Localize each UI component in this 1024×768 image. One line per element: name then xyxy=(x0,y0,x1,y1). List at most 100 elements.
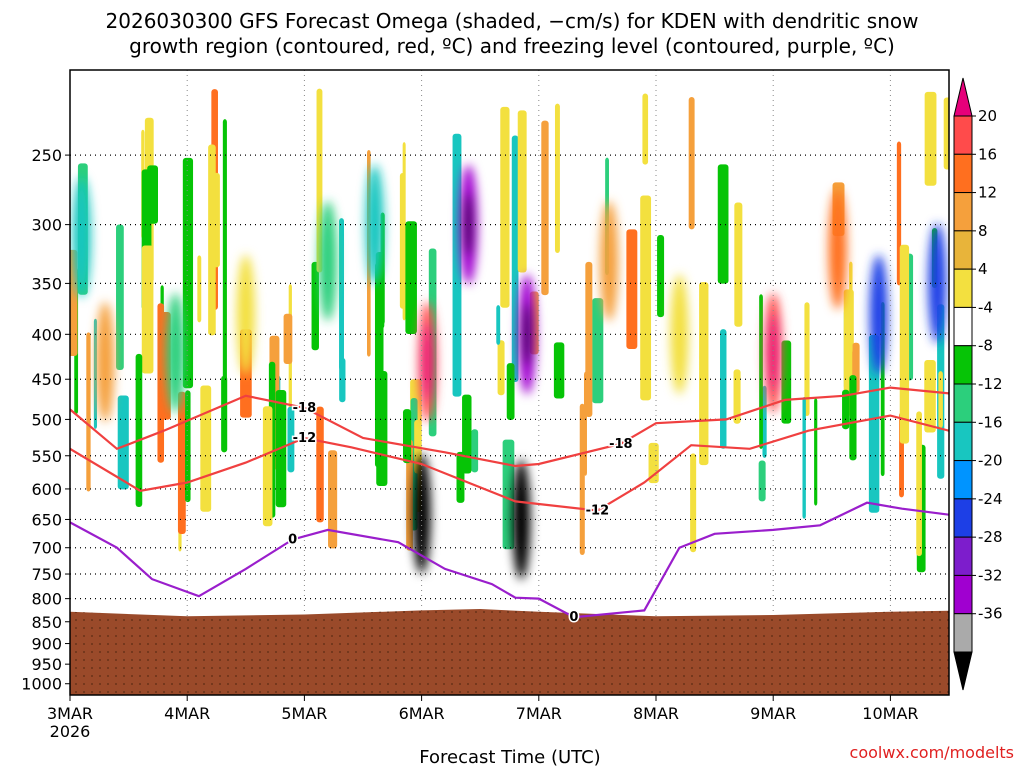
omega-streak xyxy=(802,397,806,519)
omega-cell xyxy=(828,189,847,310)
omega-streak xyxy=(642,93,649,165)
colorbar-box xyxy=(953,574,973,615)
omega-streak xyxy=(402,409,412,464)
omega-streak xyxy=(690,453,697,553)
colorbar-label: 4 xyxy=(978,260,988,278)
omega-streak xyxy=(734,202,743,327)
omega-cell xyxy=(318,200,337,321)
omega-streak xyxy=(339,357,346,403)
y-tick-label: 900 xyxy=(31,635,62,654)
contour--12 xyxy=(70,414,949,512)
colorbar-extend-top xyxy=(953,77,973,117)
omega-streak xyxy=(814,398,818,506)
omega-streak xyxy=(849,261,853,354)
colorbar-label: 16 xyxy=(978,145,997,163)
omega-streak xyxy=(496,305,501,345)
omega-streak xyxy=(720,329,727,449)
colorbar-label: -36 xyxy=(978,605,1003,623)
omega-streak xyxy=(208,144,216,336)
omega-streak xyxy=(339,218,344,371)
contour-0 xyxy=(70,501,949,619)
colorbar-label: -12 xyxy=(978,375,1003,393)
omega-streak xyxy=(200,385,212,512)
omega-streak xyxy=(182,157,194,389)
terrain-layer xyxy=(70,609,949,695)
x-tick-label: 4MAR xyxy=(164,704,210,723)
contour-label: -18 xyxy=(293,401,317,416)
omega-streak xyxy=(500,106,510,308)
colorbar-label: 20 xyxy=(978,107,997,125)
colorbar-label: -28 xyxy=(978,528,1003,546)
omega-cell xyxy=(928,223,947,344)
contour-label: -12 xyxy=(293,431,317,446)
colorbar-label: 12 xyxy=(978,184,997,202)
omega-streak xyxy=(541,120,549,296)
omega-streak xyxy=(462,394,472,474)
omega-streak xyxy=(699,282,709,466)
omega-streak xyxy=(585,261,593,418)
omega-cell xyxy=(600,200,619,321)
colorbar-extend-bottom xyxy=(953,651,973,691)
omega-streak xyxy=(553,342,565,399)
y-tick-label: 450 xyxy=(31,370,62,389)
omega-streak xyxy=(804,302,810,417)
y-tick-label: 850 xyxy=(31,613,62,632)
omega-streak xyxy=(262,406,273,527)
omega-cell xyxy=(236,254,255,375)
x-axis-ticks: 3MAR 4MAR 5MAR 6MAR 7MAR 8MAR 9MAR 10MAR xyxy=(47,695,919,723)
contour-label: -18 xyxy=(609,437,633,452)
y-tick-label: 950 xyxy=(31,655,62,674)
contour-label: 0 xyxy=(288,532,297,547)
plot-area: -18 -18 -12 -12 0 0 xyxy=(70,70,949,695)
contour--18 xyxy=(70,386,949,468)
y-tick-label: 500 xyxy=(31,410,62,429)
omega-streak xyxy=(328,450,338,549)
chart-title-line-2: growth region (contoured, red, ºC) and f… xyxy=(129,34,895,58)
omega-streak xyxy=(197,255,202,323)
colorbar-label: -8 xyxy=(978,337,993,355)
y-axis-ticks: 250 300 350 400 450 500 550 600 650 700 750 800 850 9… xyxy=(21,146,70,694)
colorbar-box xyxy=(953,230,973,270)
omega-streak xyxy=(376,370,388,487)
omega-streak xyxy=(733,369,741,424)
omega-streak xyxy=(842,389,850,430)
omega-streak xyxy=(311,261,319,351)
colorbar-box xyxy=(953,115,973,155)
y-tick-label: 300 xyxy=(31,216,62,235)
x-tick-label: 6MAR xyxy=(399,704,445,723)
omega-streak xyxy=(626,229,638,349)
omega-streak xyxy=(592,298,604,404)
colorbar-box xyxy=(953,153,973,194)
omega-cell xyxy=(670,274,689,395)
omega-cell xyxy=(166,292,185,413)
y-tick-label: 350 xyxy=(31,274,62,293)
omega-streak xyxy=(517,110,527,273)
omega-streak xyxy=(849,375,857,461)
colorbar-box xyxy=(953,306,973,347)
omega-cell-core xyxy=(517,487,526,552)
omega-streak xyxy=(177,391,186,534)
y-tick-label: 600 xyxy=(31,480,62,499)
x-tick-label: 9MAR xyxy=(750,704,796,723)
omega-streak xyxy=(221,375,228,453)
omega-cell-core xyxy=(768,312,779,393)
omega-streak xyxy=(93,318,98,429)
omega-shading-cells xyxy=(72,164,947,580)
colorbar-label: -16 xyxy=(978,413,1003,431)
omega-streak xyxy=(222,119,227,384)
omega-streak xyxy=(657,235,665,318)
y-tick-label: 550 xyxy=(31,447,62,466)
omega-streak xyxy=(471,429,479,473)
omega-streak xyxy=(717,164,729,284)
chart-title-line-1: 2026030300 GFS Forecast Omega (shaded, −… xyxy=(106,9,919,33)
y-tick-label: 750 xyxy=(31,565,62,584)
omega-streak xyxy=(147,165,159,224)
colorbar: 20 16 12 8 4 -4 -8 -12 -16 -20 -24 -28 -32 -36 xyxy=(953,77,1003,691)
omega-cell-core xyxy=(417,481,426,546)
omega-streak xyxy=(405,221,417,335)
omega-streak xyxy=(157,303,165,463)
omega-cell xyxy=(365,164,384,285)
contour-label: -12 xyxy=(586,504,610,519)
omega-streak xyxy=(506,363,515,420)
y-tick-label: 650 xyxy=(31,510,62,529)
